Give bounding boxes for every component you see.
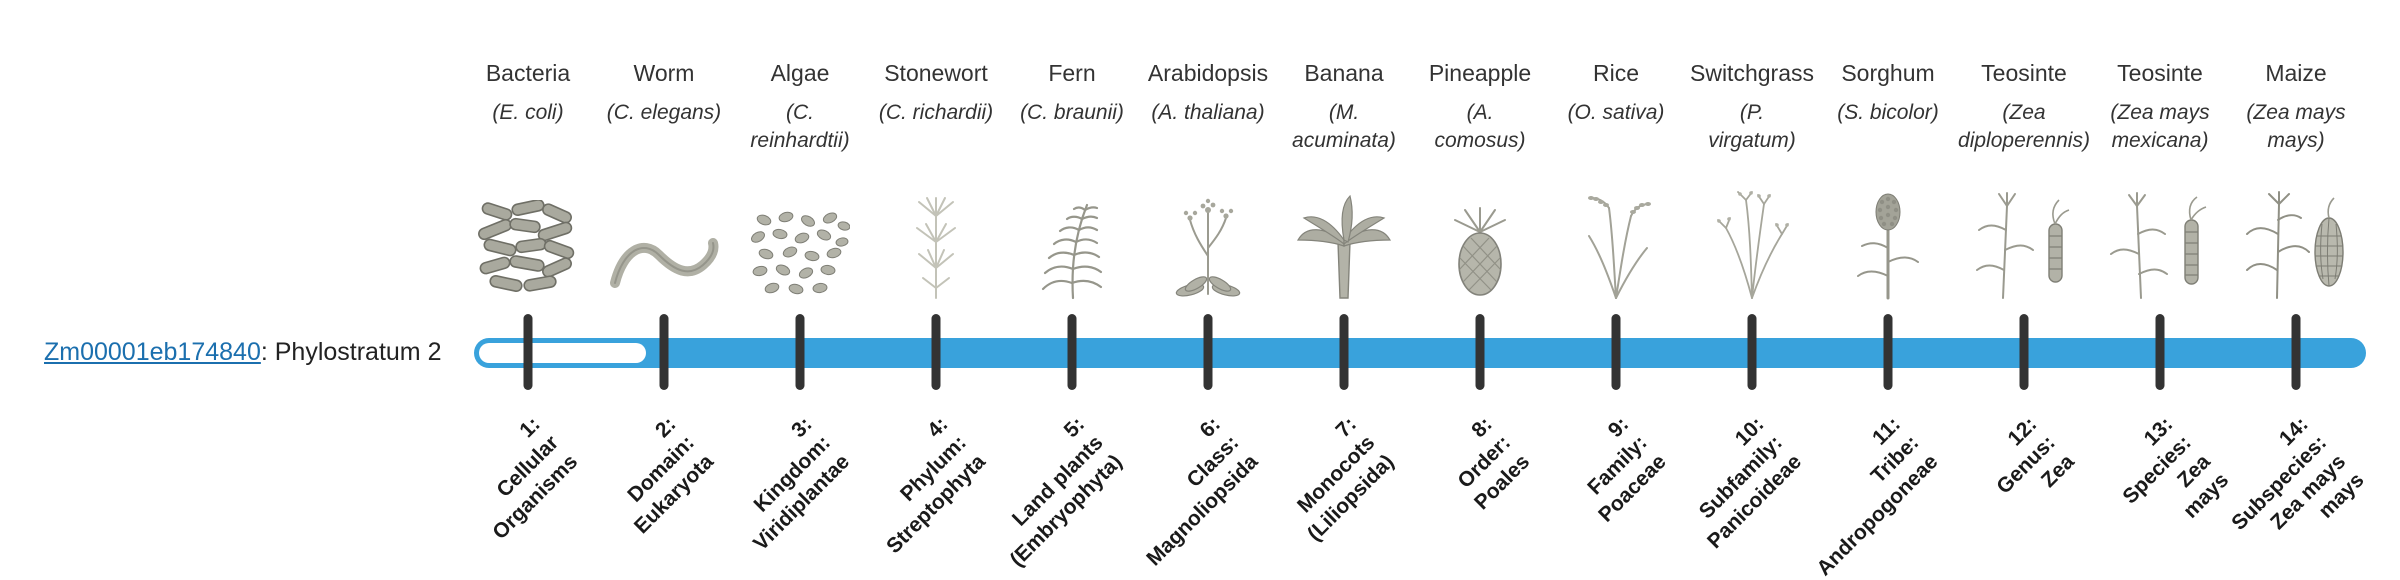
organism-scientific-name: (C. braunii) xyxy=(1020,101,1124,124)
organism-common-name: Arabidopsis xyxy=(1147,60,1269,86)
organism-scientific-name: (Zea diploperennis) xyxy=(1958,101,2090,153)
phylostratum-tick-12 xyxy=(2019,314,2029,390)
phylostratum-tick-6 xyxy=(1203,314,1213,390)
organism-scientific-name: (E. coli) xyxy=(492,101,564,124)
phylostratum-tick-9 xyxy=(1611,314,1621,390)
teosinte-diploperennis-icon xyxy=(1969,156,2079,304)
organism-common-name: Switchgrass xyxy=(1690,60,1814,86)
phylostratum-tick-4 xyxy=(931,314,941,390)
bacteria-icon xyxy=(476,127,581,304)
phylostratum-label-text: 5: Land plants (Embryophyta) xyxy=(1005,412,1127,571)
phylostratum-tick-13 xyxy=(2155,314,2165,390)
worm-icon xyxy=(609,127,719,304)
organism-scientific-name: (C. elegans) xyxy=(606,101,722,124)
organism-common-name: Teosinte xyxy=(2117,60,2203,86)
column-header-11: Sorghum (S. bicolor) xyxy=(1795,60,1981,304)
algae-icon xyxy=(750,156,850,304)
organism-common-name: Maize xyxy=(2265,60,2327,86)
phylostratum-label-text: 3: Kingdom: Viridiplantae xyxy=(748,412,855,555)
organism-scientific-name: (Zea mays mays) xyxy=(2246,101,2346,153)
organism-scientific-name: (A. comosus) xyxy=(1434,101,1526,153)
gene-link[interactable]: Zm00001eb174840 xyxy=(44,338,261,366)
phylostratum-tick-3 xyxy=(795,314,805,390)
phylostratum-tick-1 xyxy=(523,314,533,390)
column-header-8: Pineapple (A. comosus) xyxy=(1387,60,1573,304)
phylostratum-label-text: 14: Subspecies: Zea mays mays xyxy=(2227,412,2369,536)
phylostratum-label-text: 4: Phylum: Streptophyta xyxy=(882,412,991,558)
rice-icon xyxy=(1571,127,1661,304)
gene-label: Zm00001eb174840: Phylostratum 2 xyxy=(44,337,442,367)
organism-common-name: Pineapple xyxy=(1428,60,1532,86)
organism-common-name: Rice xyxy=(1592,60,1639,86)
organism-common-name: Worm xyxy=(633,60,695,86)
column-header-14: Maize (Zea mays mays) xyxy=(2203,60,2389,304)
column-header-3: Algae (C. reinhardtii) xyxy=(707,60,893,304)
column-header-13: Teosinte (Zea mays mexicana) xyxy=(2067,60,2253,304)
phylostratum-label-text: 13: Species: Zea mays xyxy=(2118,412,2233,523)
arabidopsis-icon xyxy=(1166,127,1251,304)
phylostratum-label-text: 2: Domain: Eukaryota xyxy=(623,412,719,538)
organism-scientific-name: (C. reinhardtii) xyxy=(750,101,850,153)
phylostratum-tick-5 xyxy=(1067,314,1077,390)
organism-scientific-name: (O. sativa) xyxy=(1567,101,1665,124)
phylostratum-label-text: 11: Tribe: Andropogoneae xyxy=(1811,412,1943,580)
column-header-5: Fern (C. braunii) xyxy=(979,60,1165,304)
organism-common-name: Bacteria xyxy=(485,60,571,86)
column-header-10: Switchgrass (P. virgatum) xyxy=(1659,60,1845,304)
organism-scientific-name: (C. richardii) xyxy=(878,101,994,124)
timeline-bar xyxy=(474,338,2366,368)
organism-scientific-name: (A. thaliana) xyxy=(1151,101,1265,124)
phylostratum-tick-11 xyxy=(1883,314,1893,390)
organism-scientific-name: (P. virgatum) xyxy=(1708,101,1796,153)
column-header-12: Teosinte (Zea diploperennis) xyxy=(1931,60,2117,304)
organism-common-name: Algae xyxy=(770,60,830,86)
organism-scientific-name: (M. acuminata) xyxy=(1292,101,1396,153)
phylostratum-label-text: 1: Cellular Organisms xyxy=(488,412,583,544)
column-header-1: Bacteria (E. coli) xyxy=(435,60,621,304)
organism-common-name: Sorghum xyxy=(1841,60,1935,86)
organism-common-name: Banana xyxy=(1304,60,1384,86)
banana-icon xyxy=(1294,156,1394,304)
phylostratum-tick-7 xyxy=(1339,314,1349,390)
phylostratum-label-text: 12: Genus: Zea xyxy=(1992,412,2079,499)
timeline-bar-unfilled-segment xyxy=(479,343,646,363)
phylostratum-label-text: 6: Class: Magnoliopsida xyxy=(1141,412,1263,571)
organism-scientific-name: (S. bicolor) xyxy=(1837,101,1939,124)
phylostratum-tick-10 xyxy=(1747,314,1757,390)
organism-common-name: Stonewort xyxy=(884,60,988,86)
fern-icon xyxy=(1025,127,1120,304)
organism-common-name: Teosinte xyxy=(1981,60,2067,86)
phylostratum-label-text: 7: Monocots (Liliopsida) xyxy=(1293,412,1399,546)
phylostratum-label-text: 8: Order: Poales xyxy=(1453,412,1535,514)
switchgrass-icon xyxy=(1710,156,1795,304)
organism-common-name: Fern xyxy=(1048,60,1096,86)
phylostratum-tick-2 xyxy=(659,314,669,390)
column-header-7: Banana (M. acuminata) xyxy=(1251,60,1437,304)
phylostratum-tick-14 xyxy=(2291,314,2301,390)
teosinte-mexicana-icon xyxy=(2105,156,2215,304)
maize-icon xyxy=(2241,156,2351,304)
column-header-4: Stonewort (C. richardii) xyxy=(843,60,1029,304)
pineapple-icon xyxy=(1445,156,1515,304)
column-header-9: Rice (O. sativa) xyxy=(1523,60,1709,304)
column-header-2: Worm (C. elegans) xyxy=(571,60,757,304)
gene-stratum-text: : Phylostratum 2 xyxy=(260,338,442,366)
sorghum-icon xyxy=(1848,127,1928,304)
organism-scientific-name: (Zea mays mexicana) xyxy=(2110,101,2210,153)
stonewort-icon xyxy=(901,127,971,304)
phylostratum-tick-8 xyxy=(1475,314,1485,390)
phylostratum-label-text: 9: Family: Poaceae xyxy=(1583,412,1671,527)
column-header-6: Arabidopsis (A. thaliana) xyxy=(1115,60,1301,304)
